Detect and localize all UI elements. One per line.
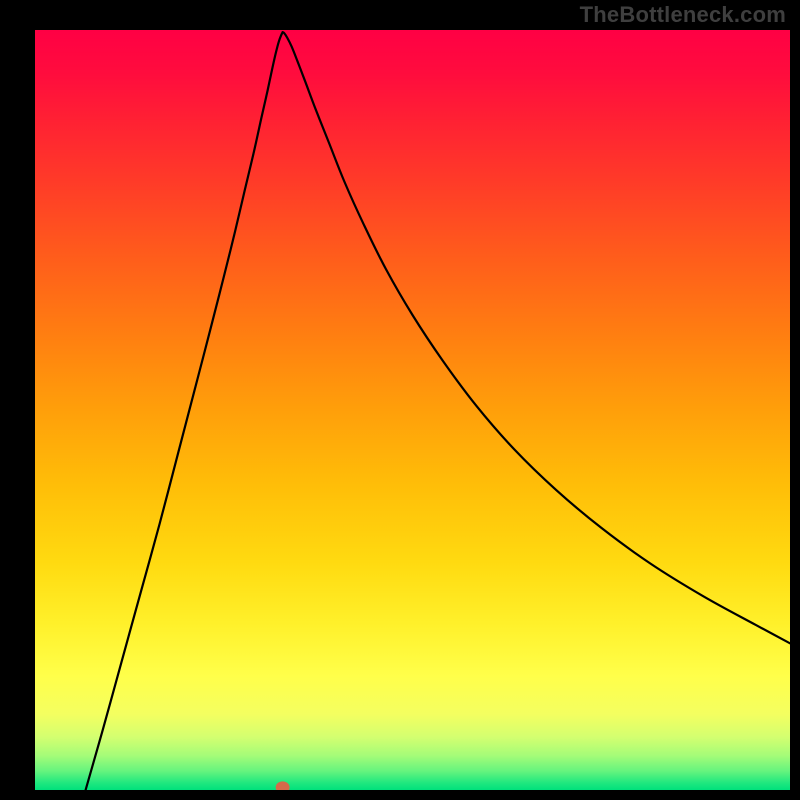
plot-area xyxy=(35,30,790,790)
watermark-text: TheBottleneck.com xyxy=(580,2,786,28)
chart-container: TheBottleneck.com xyxy=(0,0,800,800)
